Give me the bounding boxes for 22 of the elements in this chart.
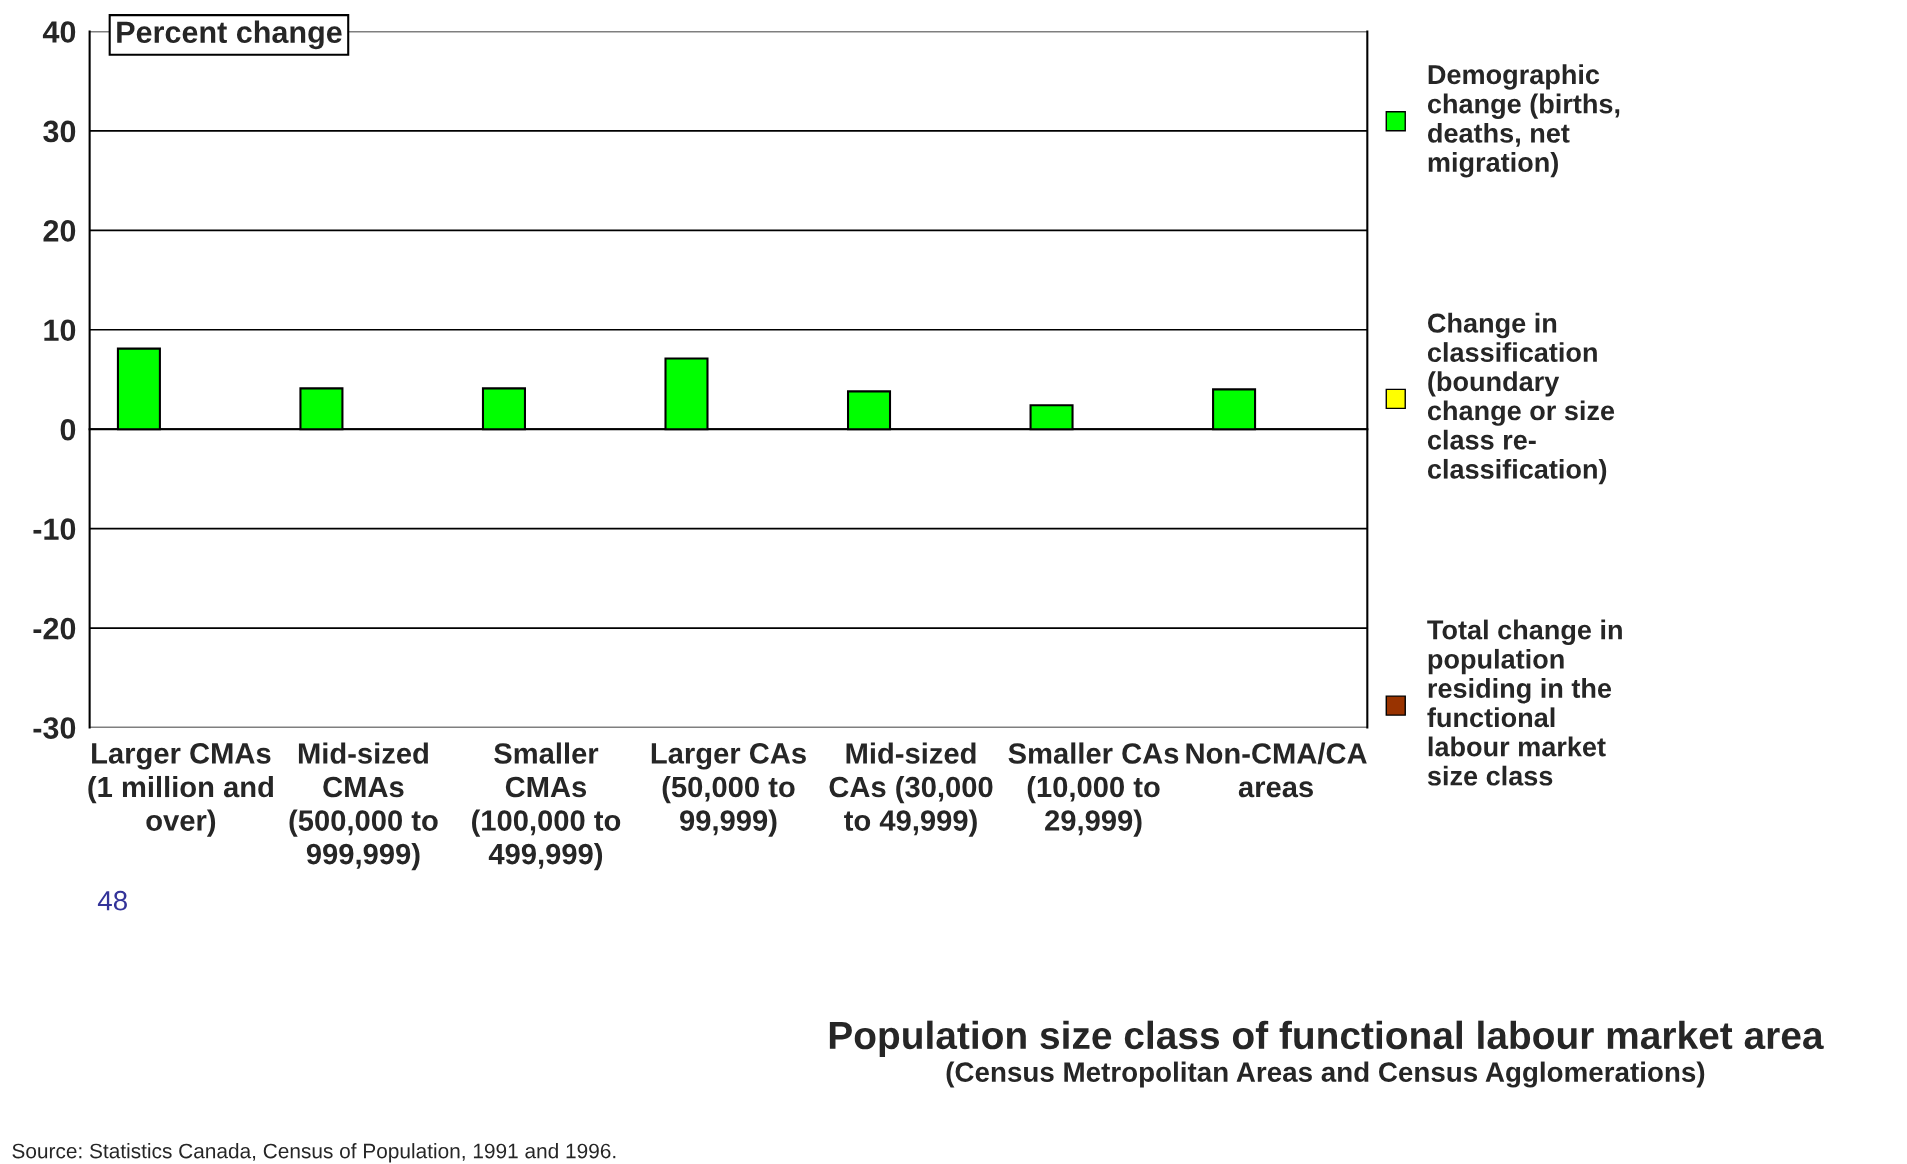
x-tick-label: Larger CMAs (1 million and over) [88, 743, 273, 837]
x-tick-label: Mid-sized CMAs (500,000 to 999,999) [289, 742, 438, 871]
y-tick-label: 20 [43, 220, 76, 242]
legend-label: Change in classification (boundary change or size class re- classification) [1427, 312, 1615, 485]
x-axis-title: Population size class of functional labour market area (Census Metropolitan Areas and Census Agglomerations) [829, 1020, 1824, 1088]
x-tick-label: Larger CAs (50,000 to 99,999) [651, 743, 806, 837]
source-note: Source: Statistics Canada, Census of Population, 1991 and 1996. [12, 1143, 616, 1163]
y-tick-label: 0 [60, 418, 76, 441]
y-tick-label: -20 [33, 617, 76, 640]
x-tick-label: Mid-sized CAs (30,000 to 49,999) [829, 742, 993, 837]
y-tick-label: -10 [33, 518, 76, 540]
legend-label: Total change in population residing in the functional labour market size class [1427, 619, 1622, 786]
text: 48 [97, 890, 127, 911]
x-tick-label: Non-CMA/CA areas [1186, 742, 1367, 798]
y-tick-label: 40 [42, 21, 76, 43]
legend-label: Demographic change (births, deaths, net migration) [1427, 64, 1620, 178]
y-tick-label: 10 [44, 319, 76, 342]
x-tick-label: Smaller CAs (10,000 to 29,999) [1008, 742, 1179, 837]
y-tick-label: 30 [43, 120, 76, 143]
x-tick-label: Smaller CMAs (100,000 to 499,999) [472, 742, 621, 871]
y-axis-title: Percent change [117, 20, 342, 50]
y-tick-label: -30 [33, 717, 76, 739]
